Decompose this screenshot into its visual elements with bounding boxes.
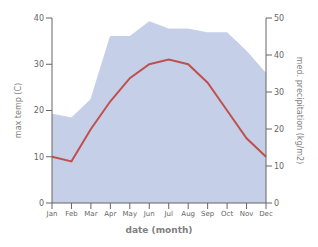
svg-text:date (month): date (month) bbox=[126, 225, 193, 235]
svg-text:Nov: Nov bbox=[240, 210, 254, 218]
svg-text:0: 0 bbox=[39, 199, 44, 208]
svg-text:30: 30 bbox=[274, 88, 284, 97]
svg-text:10: 10 bbox=[274, 162, 284, 171]
svg-text:med. precipitation (kg/m2): med. precipitation (kg/m2) bbox=[295, 57, 304, 164]
svg-text:Jun: Jun bbox=[143, 210, 155, 218]
svg-text:Jan: Jan bbox=[46, 210, 58, 218]
svg-text:Aug: Aug bbox=[181, 210, 195, 218]
svg-text:Sep: Sep bbox=[201, 210, 215, 218]
svg-text:Feb: Feb bbox=[65, 210, 78, 218]
svg-text:May: May bbox=[123, 210, 137, 218]
svg-text:10: 10 bbox=[34, 153, 44, 162]
svg-text:20: 20 bbox=[274, 125, 284, 134]
svg-text:Dec: Dec bbox=[259, 210, 273, 218]
svg-text:Jul: Jul bbox=[164, 210, 174, 218]
svg-text:40: 40 bbox=[274, 51, 284, 60]
svg-text:max temp (C): max temp (C) bbox=[14, 83, 23, 138]
svg-text:Mar: Mar bbox=[84, 210, 97, 218]
svg-text:30: 30 bbox=[34, 60, 44, 69]
svg-text:0: 0 bbox=[274, 199, 279, 208]
svg-text:Oct: Oct bbox=[221, 210, 233, 218]
svg-text:20: 20 bbox=[34, 106, 44, 115]
svg-text:Apr: Apr bbox=[104, 210, 116, 218]
svg-text:40: 40 bbox=[34, 14, 44, 23]
svg-text:50: 50 bbox=[274, 14, 284, 23]
